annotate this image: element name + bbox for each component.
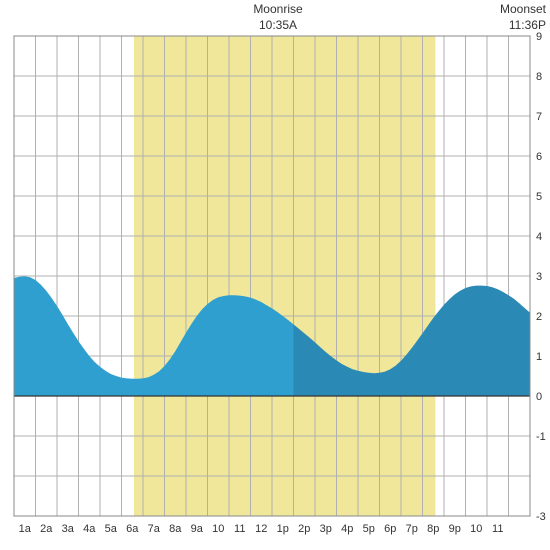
x-tick-label: 7p <box>406 523 418 535</box>
y-tick-label: -3 <box>536 511 546 523</box>
x-tick-label: 9p <box>449 523 461 535</box>
y-tick-label: 8 <box>536 71 542 83</box>
x-tick-label: 12 <box>255 523 267 535</box>
x-tick-label: 11 <box>492 523 503 535</box>
moonrise-time: 10:35A <box>238 18 318 34</box>
y-tick-label: 1 <box>536 351 542 363</box>
y-tick-label: 0 <box>536 391 542 403</box>
x-tick-label: 5p <box>363 523 375 535</box>
x-tick-label: 1a <box>19 523 32 535</box>
moonrise-block: Moonrise 10:35A <box>238 2 318 33</box>
x-tick-label: 9a <box>191 523 204 535</box>
x-tick-label: 1p <box>277 523 289 535</box>
x-tick-label: 8p <box>427 523 439 535</box>
moonset-label: Moonset <box>486 2 546 18</box>
x-tick-label: 3a <box>62 523 75 535</box>
y-tick-label: 2 <box>536 311 542 323</box>
y-tick-label: -1 <box>536 431 546 443</box>
x-tick-label: 10 <box>470 523 482 535</box>
x-tick-label: 5a <box>105 523 118 535</box>
x-tick-label: 6a <box>126 523 139 535</box>
y-tick-label: 6 <box>536 151 542 163</box>
x-tick-label: 4a <box>83 523 96 535</box>
tide-moon-chart: Moonrise 10:35A Moonset 11:36P -3-101234… <box>0 0 550 550</box>
x-tick-label: 6p <box>384 523 396 535</box>
x-tick-label: 2a <box>40 523 53 535</box>
x-tick-label: 11 <box>234 523 245 535</box>
x-tick-label: 8a <box>169 523 182 535</box>
x-tick-label: 2p <box>298 523 310 535</box>
moonset-time: 11:36P <box>486 18 546 34</box>
x-tick-label: 4p <box>341 523 353 535</box>
x-tick-label: 3p <box>320 523 332 535</box>
chart-svg: -3-101234567891a2a3a4a5a6a7a8a9a1011121p… <box>0 0 550 550</box>
moonrise-label: Moonrise <box>238 2 318 18</box>
y-tick-label: 4 <box>536 231 542 243</box>
y-tick-label: 7 <box>536 111 542 123</box>
moonset-block: Moonset 11:36P <box>486 2 546 33</box>
y-tick-label: 3 <box>536 271 542 283</box>
x-tick-label: 10 <box>212 523 224 535</box>
y-tick-label: 5 <box>536 191 542 203</box>
x-tick-label: 7a <box>148 523 161 535</box>
